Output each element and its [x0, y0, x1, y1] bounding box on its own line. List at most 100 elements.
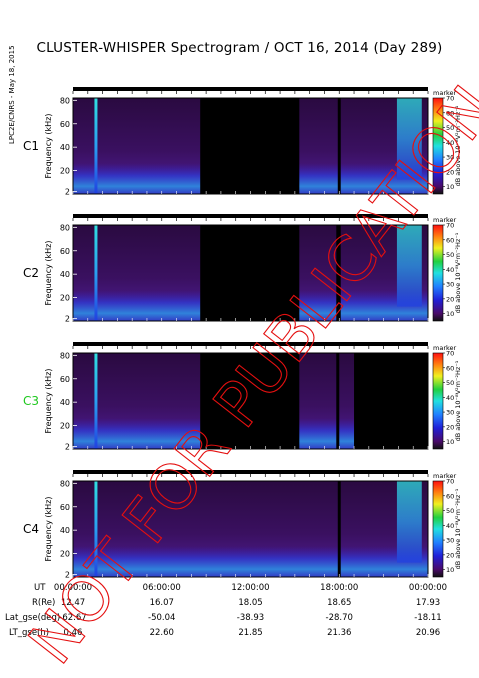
axis-value: -28.70	[326, 613, 353, 623]
y-tick-label: 2	[65, 315, 70, 324]
colorbar-top-text: marker	[433, 344, 457, 352]
panel-c1: 2 20 40 60 80 Frequency (kHz) C1 marker 10 20 30 40…	[23, 87, 462, 197]
colorbar	[432, 480, 444, 578]
axis-value: -38.93	[237, 613, 264, 623]
axis-value: 00:00:00	[54, 583, 92, 593]
axis-value: 12.47	[61, 598, 85, 608]
colorbar-tick-label: 60	[446, 364, 454, 372]
y-tick-label: 20	[60, 422, 70, 431]
colorbar-label: dB above 10⁻⁸V²m⁻²Hz⁻¹	[454, 360, 462, 441]
colorbar-tick-label: 40	[446, 266, 454, 274]
colorbar-tick-label: 10	[446, 566, 454, 574]
row-label-3: LT_gse(h)	[9, 628, 49, 638]
colorbar-tick-label: 60	[446, 492, 454, 500]
colorbar-tick-label: 40	[446, 522, 454, 530]
axis-value: 21.85	[238, 628, 262, 638]
colorbar-tick-label: 40	[446, 139, 454, 147]
colorbar-tick-label: 20	[446, 423, 454, 431]
y-axis-title: Frequency (kHz)	[44, 497, 53, 562]
y-tick-label: 80	[60, 223, 70, 232]
y-tick-label: 20	[60, 294, 70, 303]
y-tick-label: 2	[65, 188, 70, 197]
colorbar-label: dB above 10⁻⁸V²m⁻²Hz⁻¹	[454, 488, 462, 569]
y-tick-label: 20	[60, 550, 70, 559]
y-tick-label: 2	[65, 571, 70, 580]
colorbar-tick-label: 40	[446, 394, 454, 402]
colorbar-tick-label: 70	[446, 478, 454, 486]
axis-value: -50.04	[148, 613, 175, 623]
y-tick-label: 40	[60, 526, 70, 535]
y-tick-label: 40	[60, 398, 70, 407]
panel-c3: 2 20 40 60 80 Frequency (kHz) C3 marker 10 20 30 40…	[23, 342, 462, 452]
colorbar-tick-label: 50	[446, 379, 454, 387]
data-gap	[337, 98, 341, 194]
colorbar-tick-label: 60	[446, 236, 454, 244]
data-gap	[200, 98, 300, 194]
axis-value: 20.96	[416, 628, 440, 638]
colorbar	[432, 97, 444, 195]
panel-top-bar	[73, 87, 428, 91]
satellite-label: C1	[23, 139, 39, 153]
colorbar-tick-label: 10	[446, 438, 454, 446]
satellite-label: C2	[23, 266, 39, 280]
colorbar	[432, 352, 444, 450]
emission-burst-late	[396, 225, 422, 307]
colorbar-tick-label: 30	[446, 537, 454, 545]
axis-value: 12:00:00	[231, 583, 269, 593]
colorbar-tick-label: 20	[446, 551, 454, 559]
panel-top-bar	[73, 470, 428, 474]
y-tick-label: 2	[65, 443, 70, 452]
colorbar-tick-label: 20	[446, 168, 454, 176]
colorbar-top-text: marker	[433, 216, 457, 224]
data-gap	[336, 225, 341, 321]
y-tick-label: 80	[60, 351, 70, 360]
y-tick-label: 80	[60, 96, 70, 105]
y-axis-title: Frequency (kHz)	[44, 241, 53, 306]
emission-burst	[94, 353, 98, 449]
data-gap	[337, 481, 341, 577]
row-label-0: UT	[34, 583, 46, 593]
colorbar-tick-label: 30	[446, 409, 454, 417]
axis-value: 06:00:00	[143, 583, 181, 593]
y-tick-label: 60	[60, 120, 70, 129]
colorbar-top-text: marker	[433, 89, 457, 97]
colorbar-tick-label: 10	[446, 310, 454, 318]
colorbar-tick-label: 50	[446, 507, 454, 515]
axis-value: -62.67	[59, 613, 86, 623]
emission-burst-late	[396, 481, 422, 563]
panel-c4: 2 20 40 60 80 Frequency (kHz) C4 marker 10 20 30 40…	[23, 470, 462, 580]
data-gap	[354, 353, 428, 449]
panel-c2: 2 20 40 60 80 Frequency (kHz) C2 marker 10 20 30 40…	[23, 214, 462, 324]
y-tick-label: 20	[60, 167, 70, 176]
y-tick-label: 80	[60, 479, 70, 488]
y-axis-title: Frequency (kHz)	[44, 369, 53, 434]
emission-burst	[94, 225, 98, 321]
axis-value: 22.60	[150, 628, 174, 638]
row-label-2: Lat_gse(deg)	[5, 613, 60, 623]
colorbar-top-text: marker	[433, 472, 457, 480]
axis-value: 18:00:00	[320, 583, 358, 593]
satellite-label: C4	[23, 522, 39, 536]
emission-burst	[94, 481, 98, 577]
y-tick-label: 60	[60, 375, 70, 384]
y-tick-label: 60	[60, 503, 70, 512]
colorbar-tick-label: 60	[446, 109, 454, 117]
colorbar-tick-label: 50	[446, 124, 454, 132]
colorbar-tick-label: 70	[446, 222, 454, 230]
colorbar	[432, 224, 444, 322]
y-tick-label: 40	[60, 270, 70, 279]
axis-value: 0.46	[64, 628, 83, 638]
low-frequency-band	[73, 546, 428, 577]
axis-value: -18.11	[414, 613, 441, 623]
axis-value: 21.36	[327, 628, 351, 638]
colorbar-tick-label: 10	[446, 183, 454, 191]
colorbar-tick-label: 50	[446, 251, 454, 259]
emission-burst	[94, 98, 98, 194]
colorbar-tick-label: 30	[446, 154, 454, 162]
axis-value: 16.07	[150, 598, 174, 608]
colorbar-label: dB above 10⁻⁸V²m⁻²Hz⁻¹	[454, 232, 462, 313]
colorbar-label: dB above 10⁻⁸V²m⁻²Hz⁻¹	[454, 105, 462, 186]
axis-value: 00:00:00	[409, 583, 447, 593]
y-axis-title: Frequency (kHz)	[44, 114, 53, 179]
